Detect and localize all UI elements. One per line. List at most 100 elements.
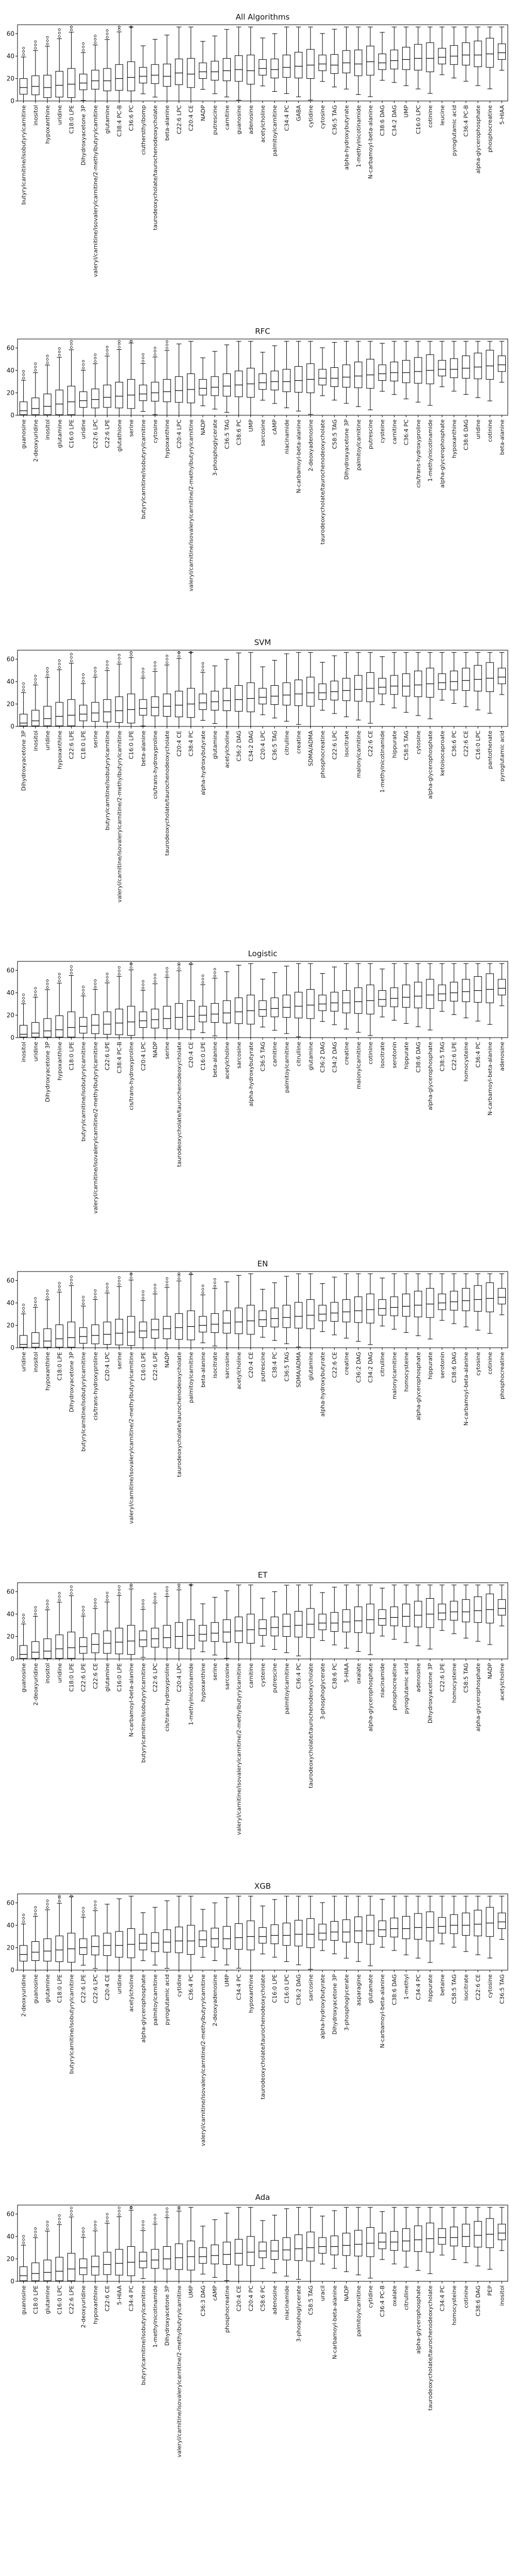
box-25: alpha-hydroxybutyrate (318, 1902, 327, 2039)
x-tick-label: hippurate (403, 1042, 410, 1070)
outlier (70, 1275, 73, 1278)
box-7: C20:4 LPC (103, 1282, 111, 1381)
outlier (82, 49, 85, 52)
box-26: C38:6 PC (330, 1587, 339, 1689)
box-30: cysteine (378, 343, 386, 443)
outlier (70, 1585, 73, 1588)
box-iqr (366, 1603, 374, 1634)
outlier (34, 1906, 37, 1909)
box-iqr (366, 672, 374, 702)
box-iqr (497, 1288, 506, 1304)
box-iqr (175, 376, 183, 403)
x-tick-label: Dihydroxyacetone 3P (68, 1352, 75, 1413)
box-iqr (115, 2249, 124, 2276)
box-2: hypoxanthine (43, 1290, 52, 1391)
box-25: 3-phosphoglycerate (318, 1592, 327, 1720)
y-tick-label: 40 (7, 2233, 14, 2240)
box-2: uridine (43, 667, 52, 750)
box-33: cis/trans-hydroxyproline (414, 341, 422, 488)
box-3: hypoxanthine (55, 659, 63, 769)
box-iqr (247, 1304, 255, 1335)
outlier (117, 1283, 121, 1286)
box-9: C34:4 PC (127, 2206, 135, 2311)
outlier (130, 651, 132, 654)
box-32: citrulline (402, 2207, 410, 2310)
box-iqr (31, 1332, 40, 1348)
x-tick-label: C22:6 LPC (331, 731, 338, 760)
box-iqr (270, 997, 279, 1018)
box-iqr (31, 1941, 40, 1961)
box-27: 5-HIAA (342, 1584, 351, 1683)
box-0: uridine (19, 1303, 28, 1371)
x-tick-label: taurodeoxycholate/taurochenodeoxycholate (319, 419, 326, 545)
box-3: uridine (55, 28, 63, 125)
outlier (142, 1297, 145, 1300)
box-26: C36:5 TAG (330, 29, 339, 135)
y-tick-label: 20 (7, 1011, 14, 1019)
box-iqr (211, 1003, 219, 1023)
outlier (82, 366, 85, 369)
outlier (94, 2221, 97, 2224)
x-tick-label: C36:6 PC (451, 731, 458, 757)
box-11: NADP (151, 973, 159, 1058)
box-36: C36:6 PC (450, 652, 458, 757)
box-iqr (31, 709, 40, 726)
outlier (22, 685, 25, 688)
box-12: serine (163, 967, 171, 1059)
box-iqr (462, 355, 470, 379)
x-tick-label: C38:6 DAG (475, 2285, 482, 2316)
outlier (142, 353, 145, 356)
box-iqr (55, 1324, 63, 1348)
box-21: palmitoylcarnitine (270, 33, 279, 156)
x-tick-label: C36:4 PC (403, 419, 410, 446)
box-17: sarcosine (222, 1281, 231, 1379)
x-tick-label: C34:2 DAG (331, 1042, 338, 1073)
outlier (58, 1896, 61, 1899)
box-1: 2-deoxyuridine (31, 1606, 40, 1705)
box-16: 3-phosphoglycerate (211, 351, 219, 476)
outlier (178, 1272, 180, 1275)
x-tick-label: C58:6 PC (260, 2285, 266, 2312)
box-6: C22:6 LPC (91, 353, 99, 448)
x-tick-label: C22:6 CE (331, 1352, 338, 1378)
panel-title: SVM (254, 638, 271, 647)
x-tick-label: NADP (344, 2285, 350, 2301)
box-iqr (294, 366, 303, 393)
outlier (70, 346, 73, 349)
box-19: carnitine (247, 1584, 255, 1688)
outlier (153, 1599, 157, 1602)
box-iqr (127, 61, 135, 91)
y-tick-label: 60 (7, 344, 14, 351)
x-tick-label: cytosine (475, 1352, 482, 1376)
box-iqr (31, 2262, 40, 2281)
x-tick-label: UMP (403, 105, 410, 118)
box-13: C20:4 LPC (175, 344, 183, 448)
box-iqr (79, 1637, 88, 1654)
outlier (106, 1286, 109, 1289)
box-37: C38:6 DAG (462, 341, 470, 450)
box-33: cytosine (414, 652, 422, 754)
box-iqr (139, 67, 147, 83)
outlier (58, 350, 61, 353)
outlier (82, 1910, 85, 1913)
box-iqr (426, 1911, 434, 1941)
x-tick-label: asparagine (355, 1974, 362, 2006)
panel-3: Logistic 0 20 40 60 inositol uridine Dihydroxya… (7, 949, 508, 1214)
outlier (153, 2214, 157, 2216)
box-28: palmitoylcarnitine (354, 341, 363, 470)
outlier (34, 1303, 37, 1307)
box-iqr (127, 379, 135, 409)
box-14: valeryl/carnitine/isovalerylcarnitine/2-… (186, 341, 195, 591)
box-iqr (247, 2236, 255, 2266)
x-tick-label: glutathione (116, 419, 123, 452)
x-tick-label: 5-HIAA (344, 1663, 350, 1683)
box-iqr (151, 382, 159, 402)
x-tick-label: C22:6 LPE (68, 2285, 75, 2314)
box-iqr (91, 70, 99, 90)
x-tick-label: N-carbamoyl-beta-alanine (367, 105, 374, 179)
box-32: C36:4 PC (402, 341, 410, 446)
box-iqr (186, 373, 195, 403)
x-tick-label: alpha-glycerophosphate (475, 1663, 482, 1732)
x-tick-label: C38:6 DAG (463, 419, 470, 450)
box-iqr (306, 1608, 315, 1638)
